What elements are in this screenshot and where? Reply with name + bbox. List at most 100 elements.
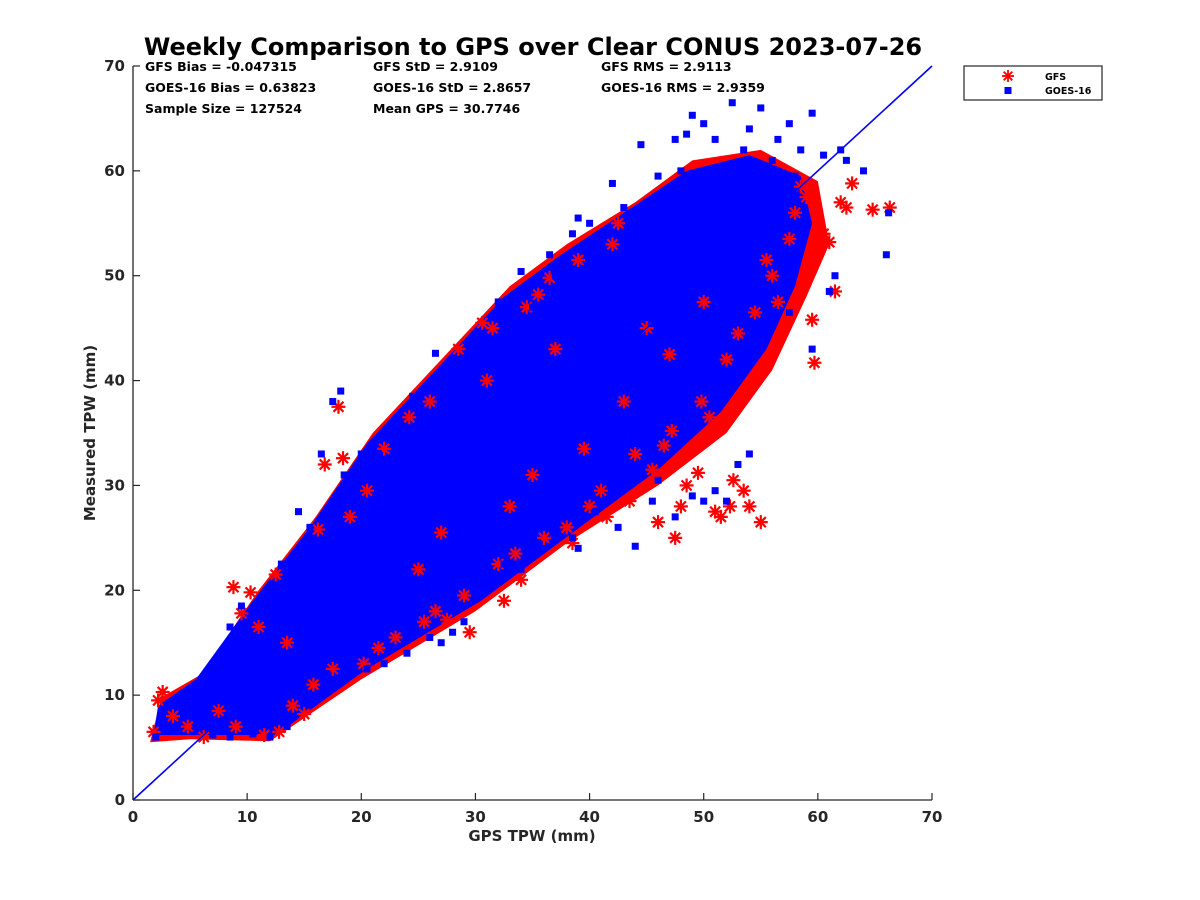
gfs-point (531, 287, 546, 302)
goes16-point (283, 723, 291, 731)
goes16-point (431, 349, 439, 357)
goes16-point (768, 156, 776, 164)
gfs-point (656, 438, 671, 453)
gfs-point (496, 593, 511, 608)
goes16-point (820, 151, 828, 159)
goes16-point (831, 272, 839, 280)
one-to-one-line (132, 65, 933, 801)
goes16-point (374, 450, 382, 458)
goes16-point (711, 135, 719, 143)
goes16-point (643, 198, 651, 206)
goes16-point (152, 733, 160, 741)
gfs-point (713, 509, 728, 524)
goes16-point (277, 560, 285, 568)
goes16-point (449, 628, 457, 636)
y-tick-label: 40 (104, 372, 125, 390)
goes16-point (688, 111, 696, 119)
y-tick-label: 30 (104, 476, 125, 494)
gfs-point (673, 499, 688, 514)
gfs-point (611, 216, 626, 231)
y-tick-label: 20 (104, 581, 125, 599)
gfs-point (807, 355, 822, 370)
goes16-point (357, 450, 365, 458)
gfs-point (782, 232, 797, 247)
gfs-point (525, 467, 540, 482)
gfs-point (155, 684, 170, 699)
x-tick-label: 20 (351, 808, 372, 826)
goes16-point (517, 268, 525, 276)
goes16-point (449, 361, 457, 369)
x-axis-label: GPS TPW (mm) (468, 827, 595, 845)
goes16-point (380, 660, 388, 668)
goes16-point (842, 156, 850, 164)
goes16-point (723, 497, 731, 505)
gfs-point (559, 520, 574, 535)
gfs-point (605, 237, 620, 252)
gfs-point (306, 677, 321, 692)
x-tick-label: 60 (807, 808, 828, 826)
gfs-point (548, 342, 563, 357)
goes16-point (723, 162, 731, 170)
gfs-point (479, 373, 494, 388)
scatter-density-cloud (150, 149, 830, 743)
goes16-point (620, 204, 628, 212)
gfs-point (485, 321, 500, 336)
stat-goes16-std: GOES-16 StD = 2.8657 (373, 80, 531, 95)
goes16-point (517, 565, 525, 573)
gfs-point (702, 410, 717, 425)
goes16-point (586, 219, 594, 227)
goes16-point (226, 623, 234, 631)
gfs-point (536, 530, 551, 545)
gfs-point (719, 352, 734, 367)
goes16-point (757, 104, 765, 112)
goes16-point (774, 135, 782, 143)
gfs-point (651, 515, 666, 530)
density-band (153, 155, 813, 736)
gfs-point (616, 394, 631, 409)
gfs-point (268, 567, 283, 582)
gfs-point (799, 190, 814, 205)
gfs-point (726, 473, 741, 488)
gfs-point (251, 619, 266, 634)
gfs-point (679, 478, 694, 493)
gfs-point (342, 509, 357, 524)
goes16-point (648, 497, 656, 505)
goes16-point (158, 717, 166, 725)
stat-gfs-std: GFS StD = 2.9109 (373, 59, 498, 74)
goes16-point (791, 172, 799, 180)
stat-gfs-rms: GFS RMS = 2.9113 (601, 59, 732, 74)
goes16-point (500, 560, 508, 568)
gfs-point (765, 268, 780, 283)
goes16-point (255, 607, 263, 615)
stat-mean-gps: Mean GPS = 30.7746 (373, 101, 520, 116)
goes16-point (671, 513, 679, 521)
goes16-point (414, 403, 422, 411)
gfs-point (576, 441, 591, 456)
goes16-point (700, 497, 708, 505)
goes16-point (460, 618, 468, 626)
goes16-point (734, 460, 742, 468)
gfs-point (664, 423, 679, 438)
goes16-point (637, 141, 645, 149)
gfs-point (359, 483, 374, 498)
legend-goes16-label: GOES-16 (1045, 86, 1092, 97)
goes16-point (163, 702, 171, 710)
y-tick-label: 60 (104, 162, 125, 180)
goes16-point (654, 476, 662, 484)
gfs-point (475, 315, 490, 330)
gfs-point (742, 499, 757, 514)
gfs-point (865, 202, 880, 217)
goes16-point (808, 109, 816, 117)
goes16-point (740, 146, 748, 154)
goes16-point (317, 450, 325, 458)
goes16-point (466, 345, 474, 353)
gfs-point (816, 226, 831, 241)
y-tick-label: 70 (104, 57, 125, 75)
gfs-point (211, 703, 226, 718)
goes16-point (683, 130, 691, 138)
gfs-point (508, 546, 523, 561)
goes16-point (568, 230, 576, 238)
goes16-point (226, 733, 234, 741)
goes16-point (762, 314, 770, 322)
